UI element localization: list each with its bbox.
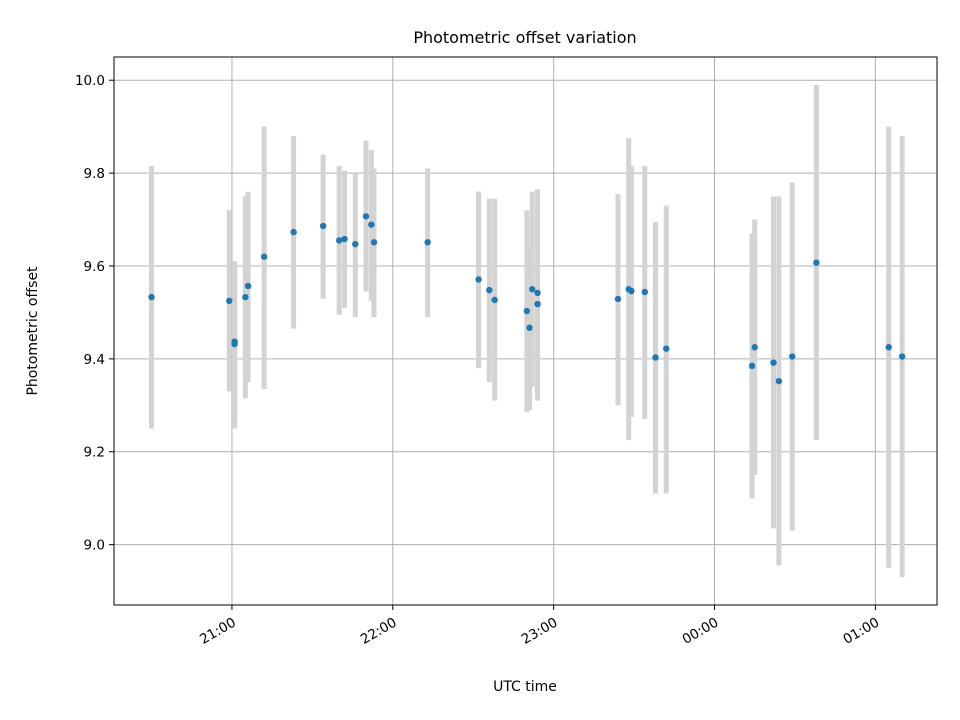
y-tick-label: 10.0	[75, 73, 105, 89]
plot-frame	[113, 56, 938, 606]
data-point	[663, 345, 670, 352]
grid-lines	[114, 57, 937, 605]
chart-title: Photometric offset variation	[413, 28, 636, 47]
y-tick-label: 9.8	[84, 166, 105, 182]
data-point	[751, 344, 758, 351]
data-point	[424, 239, 431, 246]
data-point	[628, 287, 635, 295]
y-tick-label: 9.0	[84, 538, 105, 554]
data-point	[614, 295, 622, 303]
data-point	[789, 353, 796, 360]
data-point	[491, 296, 498, 304]
y-tick-label: 9.4	[84, 352, 105, 368]
y-axis-ticks: 9.0 9.2 9.4 9.6 9.8 10.0	[75, 73, 114, 554]
data-point	[370, 239, 378, 246]
data-point	[775, 377, 783, 385]
data-point	[652, 354, 659, 361]
data-point	[260, 253, 268, 260]
x-axis-label: UTC time	[493, 679, 557, 695]
data-point	[368, 221, 375, 228]
data-point	[352, 240, 359, 248]
data-point	[335, 237, 343, 244]
data-point	[526, 324, 533, 331]
y-axis-label: Photometric offset	[25, 266, 41, 396]
y-tick-label: 9.6	[84, 259, 105, 275]
data-point	[641, 288, 648, 296]
data-point	[486, 286, 493, 294]
data-points	[148, 213, 906, 385]
data-point	[770, 359, 777, 366]
data-point	[475, 276, 482, 283]
data-point	[231, 338, 238, 345]
data-point	[523, 307, 531, 315]
data-point	[529, 286, 536, 293]
data-point	[885, 344, 892, 351]
data-point	[244, 282, 252, 290]
data-point	[534, 300, 541, 308]
data-point	[242, 293, 249, 301]
data-point	[748, 362, 756, 370]
y-tick-label: 9.2	[84, 445, 105, 461]
data-point	[362, 213, 370, 220]
data-point	[290, 228, 297, 236]
data-point	[813, 259, 820, 266]
data-point	[534, 289, 541, 297]
data-point	[148, 293, 155, 301]
data-point	[898, 353, 906, 360]
data-point	[226, 297, 233, 305]
data-point	[341, 235, 348, 243]
data-point	[319, 222, 327, 230]
